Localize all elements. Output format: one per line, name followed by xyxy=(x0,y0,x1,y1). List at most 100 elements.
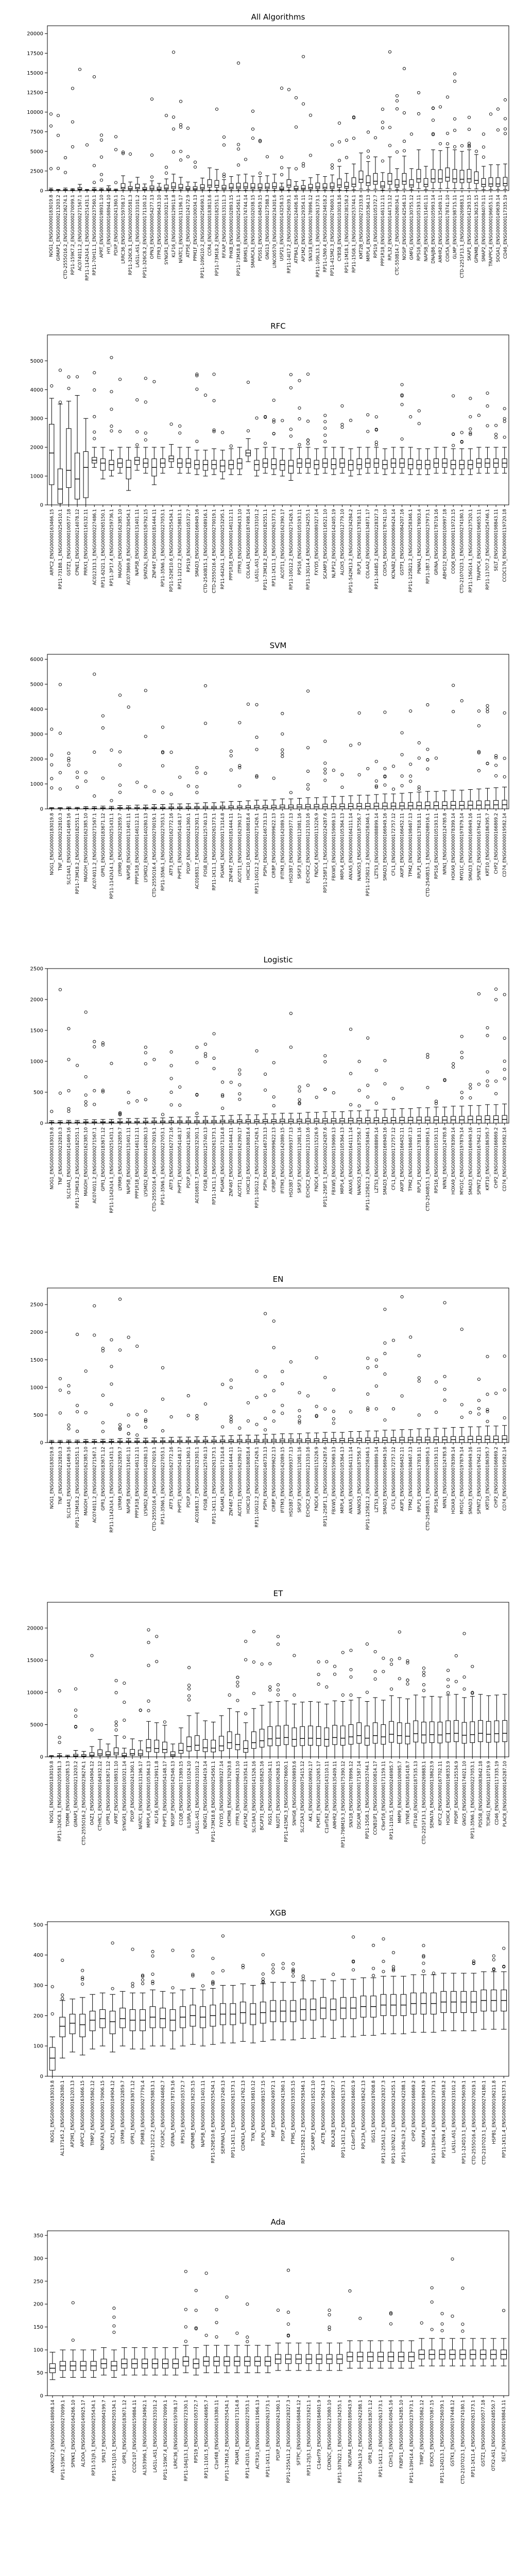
outlier-point xyxy=(323,761,327,765)
x-tick-label: RP11-73M18.2_ENSG00000182551.1 xyxy=(75,1127,80,1209)
outlier-point xyxy=(112,2315,116,2319)
outlier-point xyxy=(348,2289,352,2293)
y-tick-label: 50 xyxy=(37,2370,43,2376)
outlier-point xyxy=(422,1683,425,1687)
panel-title: Ada xyxy=(271,2217,286,2227)
outlier-point xyxy=(229,1080,233,1084)
x-tick-label: RPLP1_ENSG00000137818.11 xyxy=(417,1127,422,1193)
box xyxy=(478,1720,483,1742)
x-tick-label: SLC14A1_ENSG00000141469.16 xyxy=(66,1127,72,1199)
outlier-point xyxy=(440,2312,444,2315)
y-tick-label: 100 xyxy=(33,2348,43,2353)
x-tick-label: SMAD3_ENSG00000166949.16 xyxy=(383,1447,388,1514)
x-tick-label: FNDC4_ENSG00000115226.9 xyxy=(315,813,320,877)
outlier-point xyxy=(110,799,113,802)
panel-title: RFC xyxy=(270,321,286,331)
outlier-point xyxy=(494,756,498,759)
x-tick-label: CFL1_ENSG00000172757.12 xyxy=(391,1447,397,1510)
outlier-point xyxy=(261,1953,265,1957)
outlier-point xyxy=(301,162,305,165)
x-tick-label: RP11-13G14.4_ENSG00000234255.1 xyxy=(306,509,311,590)
outlier-point xyxy=(151,1979,154,1984)
outlier-point xyxy=(187,1694,191,1698)
outlier-point xyxy=(152,789,156,793)
x-tick-label: GNG5_ENSG00000174021.10 xyxy=(462,1761,468,1826)
x-tick-label: GMFG_ENSG00000130755.12 xyxy=(409,195,415,260)
outlier-point xyxy=(349,418,353,422)
x-tick-label: CCNB1IP1_ENSG00000100814.17 xyxy=(373,1761,379,1835)
outlier-point xyxy=(451,2314,454,2318)
box xyxy=(481,178,486,187)
outlier-point xyxy=(222,175,226,178)
x-tick-label: OAZ1_ENSG00000104904.12 xyxy=(111,2080,116,2145)
x-tick-label: TOMM_ENSG00000100285.13 xyxy=(65,1761,71,1827)
x-tick-label: PHPT1_ENSG00000054148.17 xyxy=(178,1447,183,1513)
outlier-point xyxy=(298,406,301,410)
box xyxy=(332,1725,337,1745)
outlier-point xyxy=(366,1406,370,1410)
outlier-point xyxy=(366,430,370,433)
outlier-point xyxy=(400,403,404,406)
outlier-point xyxy=(352,1959,355,1963)
outlier-point xyxy=(462,1632,466,1635)
x-tick-label: C14orf79_ENSG00000184601.9 xyxy=(351,2080,356,2150)
outlier-point xyxy=(236,147,241,151)
x-tick-label: MAGOH_ENSG00000162385.10 xyxy=(118,509,123,578)
outlier-point xyxy=(330,163,334,167)
box xyxy=(130,1749,135,1756)
outlier-point xyxy=(255,1049,259,1053)
y-tick-label: 2000 xyxy=(30,757,43,762)
x-tick-label: ALDOA_ENSG00000149925.17 xyxy=(81,2400,87,2467)
outlier-point xyxy=(374,1384,378,1388)
outlier-point xyxy=(171,127,176,131)
outlier-point xyxy=(101,1043,105,1047)
box xyxy=(324,1727,330,1747)
outlier-point xyxy=(179,149,183,153)
outlier-point xyxy=(434,756,438,760)
x-tick-label: AP2M1_ENSG00000161203.13 xyxy=(71,2080,76,2147)
box xyxy=(356,1722,362,1744)
outlier-point xyxy=(151,1981,154,1985)
y-tick-label: 5000 xyxy=(30,149,43,155)
x-tick-label: RP11-1K11.4_ENSG00000261373.1 xyxy=(502,2080,507,2158)
x-tick-label: ITPR3_ENSG00000096433.10 xyxy=(237,509,243,573)
outlier-point xyxy=(291,1974,295,1978)
outlier-point xyxy=(325,1660,329,1664)
outlier-point xyxy=(406,1682,409,1686)
x-tick-label: AL353996.1_ENSG00000234962.1 xyxy=(143,2400,148,2476)
box xyxy=(454,1720,459,1742)
outlier-point xyxy=(184,2308,187,2311)
x-tick-label: PHPT1_ENSG00000054148.17 xyxy=(163,1761,168,1827)
box xyxy=(494,1720,500,1742)
outlier-point xyxy=(178,1085,182,1089)
box xyxy=(59,2016,66,2038)
outlier-point xyxy=(417,1379,421,1383)
outlier-point xyxy=(486,1084,489,1088)
outlier-point xyxy=(340,422,344,427)
x-tick-label: GSTP1_ENSG00000084207.16 xyxy=(400,509,405,575)
outlier-point xyxy=(272,1410,276,1413)
outlier-point xyxy=(118,1426,122,1430)
box xyxy=(193,186,198,190)
box xyxy=(121,183,126,190)
x-tick-label: NLRP12_ENSG00000142405.19 xyxy=(332,509,337,578)
box xyxy=(495,177,501,187)
outlier-point xyxy=(101,726,105,730)
outlier-point xyxy=(323,778,327,782)
x-tick-label: HOXC4_ENSG00000198353.9 xyxy=(446,1761,451,1825)
x-tick-label: PPDPF_ENSG00000125534.9 xyxy=(454,1761,459,1824)
outlier-point xyxy=(409,779,413,783)
x-tick-label: RP11-125B21.2_ENSG00000258346.1 xyxy=(366,813,371,896)
outlier-point xyxy=(471,1665,474,1668)
outlier-point xyxy=(221,1093,225,1097)
box xyxy=(227,1731,232,1749)
outlier-point xyxy=(400,784,404,788)
y-tick-label: 1000 xyxy=(30,474,43,480)
outlier-point xyxy=(349,1410,353,1414)
x-tick-label: SYNGR1_ENSG00000100321.14 xyxy=(122,1761,127,1831)
outlier-point xyxy=(388,144,392,147)
outlier-point xyxy=(286,2334,290,2338)
outlier-point xyxy=(221,1080,225,1084)
outlier-point xyxy=(298,1415,301,1418)
x-tick-label: GPR1_ENSG00000183671.12 xyxy=(122,2400,127,2464)
